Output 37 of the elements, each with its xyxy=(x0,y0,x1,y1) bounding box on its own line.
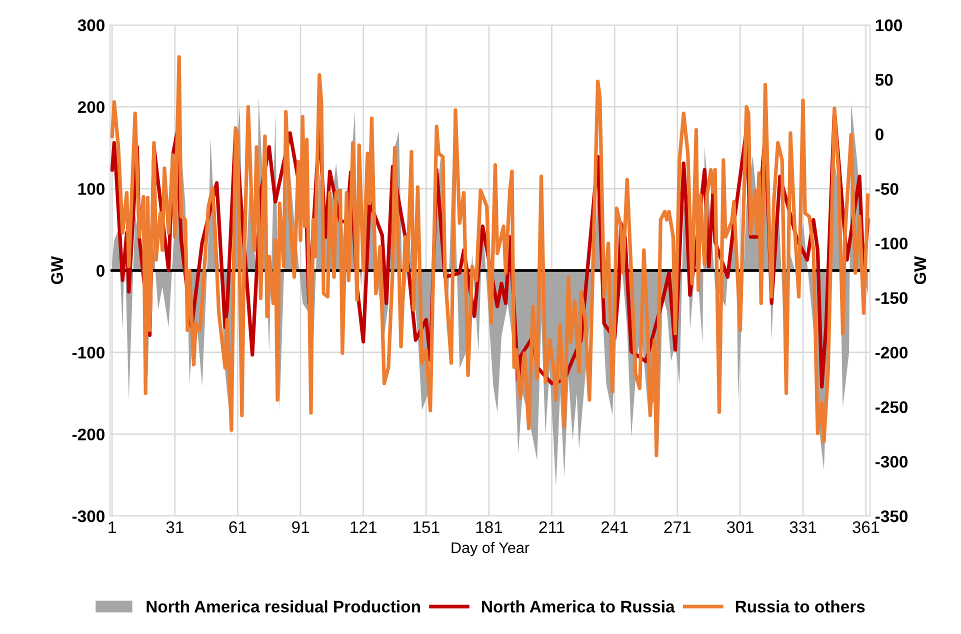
y-tick-label: 200 xyxy=(78,101,104,114)
y2-tick-label: -150 xyxy=(876,292,908,304)
x-tick-label: 361 xyxy=(852,521,879,534)
x-tick-label: 181 xyxy=(476,521,502,534)
legend-label: North America to Russia xyxy=(482,600,675,613)
x-tick-label: 121 xyxy=(350,521,376,533)
y-tick-label: -200 xyxy=(72,428,104,440)
x-tick-label: 151 xyxy=(414,521,440,534)
y-tick-label: -100 xyxy=(72,346,104,359)
x-tick-label: 271 xyxy=(664,521,690,533)
y-tick-label: 100 xyxy=(78,183,104,195)
y2-tick-label: -350 xyxy=(876,510,908,522)
y2-tick-label: 100 xyxy=(876,19,902,32)
x-tick-label: 241 xyxy=(602,521,628,533)
y2-tick-label: -250 xyxy=(876,401,908,414)
x-tick-label: 31 xyxy=(166,521,184,534)
y2-tick-label: -300 xyxy=(876,456,908,468)
y-tick-label: 300 xyxy=(78,19,104,32)
y2-tick-label: -200 xyxy=(876,346,908,359)
y2-tick-label: -100 xyxy=(876,238,908,250)
x-tick-label: 211 xyxy=(539,521,564,533)
y2-tick-label: 0 xyxy=(876,128,884,140)
x-tick-label: 331 xyxy=(790,521,816,534)
x-tick-label: 1 xyxy=(108,521,116,533)
y2-tick-label: 50 xyxy=(875,74,893,86)
y2-tick-label: -50 xyxy=(876,183,898,195)
legend-label: North America residual Production xyxy=(146,600,420,613)
x-axis-title: Day of Year xyxy=(452,542,530,556)
y-tick-label: 0 xyxy=(96,264,104,277)
y-axis-title: GW xyxy=(51,256,63,284)
y2-axis-title: GW xyxy=(914,256,926,284)
x-tick-label: 301 xyxy=(726,521,754,534)
y-tick-label: -300 xyxy=(72,510,104,522)
legend-label: Russia to others xyxy=(736,600,865,613)
x-tick-label: 91 xyxy=(292,521,309,534)
x-tick-label: 61 xyxy=(229,521,246,534)
line-series xyxy=(110,55,870,458)
